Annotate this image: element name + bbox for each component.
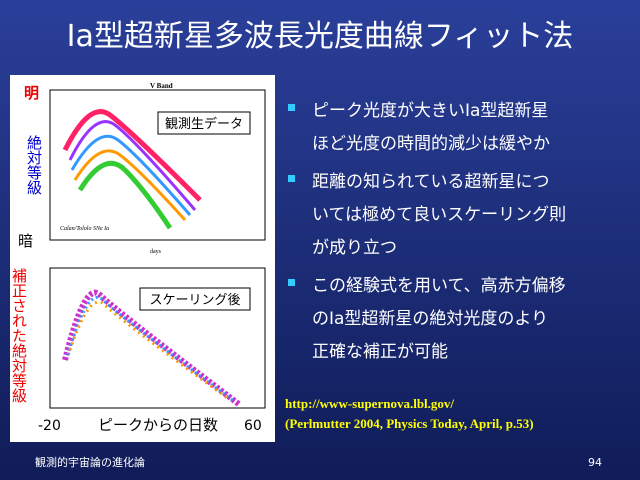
bullet-marker — [288, 104, 295, 111]
bullet-text: 距離の知られている超新星につ — [312, 172, 550, 192]
x-end: 60 — [244, 418, 262, 434]
curve — [62, 289, 242, 408]
curve — [73, 149, 187, 222]
label-box — [139, 287, 251, 311]
plot-legend: Calan/Tololo SNe Ia — [60, 226, 109, 232]
citation: (Perlmutter 2004, Physics Today, April, … — [285, 416, 534, 431]
bottom-plot: スケーリング後 — [49, 267, 266, 409]
bullet-text: この経験式を用いて、高赤方偏移 — [312, 276, 566, 296]
y-label-bottom: 補正された絶対等級 — [10, 268, 28, 403]
bullet-text: 正確な補正が可能 — [312, 342, 448, 362]
curve — [66, 295, 236, 404]
curve — [68, 120, 197, 211]
plot-frame — [49, 267, 266, 409]
footer: 観測的宇宙論の進化論 — [35, 455, 145, 469]
curve — [62, 109, 202, 202]
bullet-text: が成り立つ — [312, 238, 397, 258]
bullet-marker — [288, 175, 295, 182]
link: http://www-supernova.lbl.gov/ — [285, 396, 454, 411]
figure-panel — [10, 75, 275, 442]
plot-frame — [49, 89, 266, 241]
bullet-text: のIa型超新星の絶対光度のより — [312, 309, 548, 329]
top-plot: V Band days Calan/Tololo SNe Ia 観測生データ — [49, 82, 266, 255]
bright-label: 明 — [24, 84, 39, 102]
bullet-marker — [288, 279, 295, 286]
bullet-text: いては極めて良いスケーリング則 — [312, 205, 566, 225]
y-label-top: 絶対等級 — [25, 135, 43, 195]
label-box — [157, 111, 251, 135]
curve — [68, 300, 231, 402]
x-axis-label: ピークからの日数 — [98, 416, 218, 434]
bullet-text: ピーク光度が大きいIa型超新星 — [312, 101, 548, 121]
page-number: 94 — [588, 456, 602, 469]
curve — [77, 160, 173, 230]
curve — [70, 134, 192, 216]
x-label: days — [150, 249, 162, 255]
x-start: -20 — [38, 418, 61, 434]
bullet-list: ピーク光度が大きいIa型超新星ほど光度の時間的減少は緩やか距離の知られている超新… — [288, 101, 566, 362]
dark-label: 暗 — [18, 232, 33, 250]
slide-title: Ia型超新星多波長光度曲線フィット法 — [67, 19, 574, 54]
plot-title: V Band — [150, 82, 173, 90]
bullet-text: ほど光度の時間的減少は緩やか — [312, 134, 550, 154]
plot-label: スケーリング後 — [149, 293, 240, 308]
plot-label: 観測生データ — [165, 116, 243, 132]
